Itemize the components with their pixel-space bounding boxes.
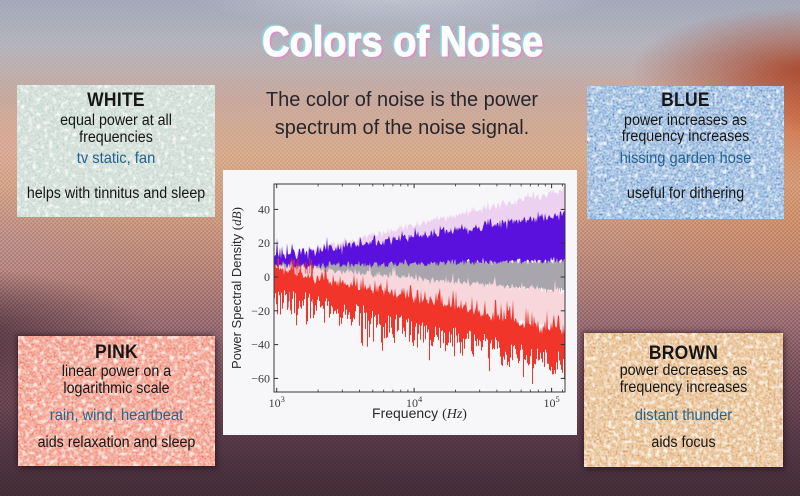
svg-text:20: 20 (258, 236, 270, 250)
svg-text:−60: −60 (251, 371, 270, 385)
svg-text:105: 105 (543, 394, 559, 410)
svg-text:103: 103 (269, 394, 285, 410)
svg-text:−20: −20 (251, 304, 270, 318)
svg-text:Frequency (Hz): Frequency (Hz) (372, 405, 467, 422)
svg-text:Power Spectral Density (dB): Power Spectral Density (dB) (229, 207, 244, 369)
svg-text:0: 0 (264, 270, 270, 284)
svg-text:40: 40 (258, 202, 270, 216)
svg-text:−40: −40 (251, 338, 270, 352)
